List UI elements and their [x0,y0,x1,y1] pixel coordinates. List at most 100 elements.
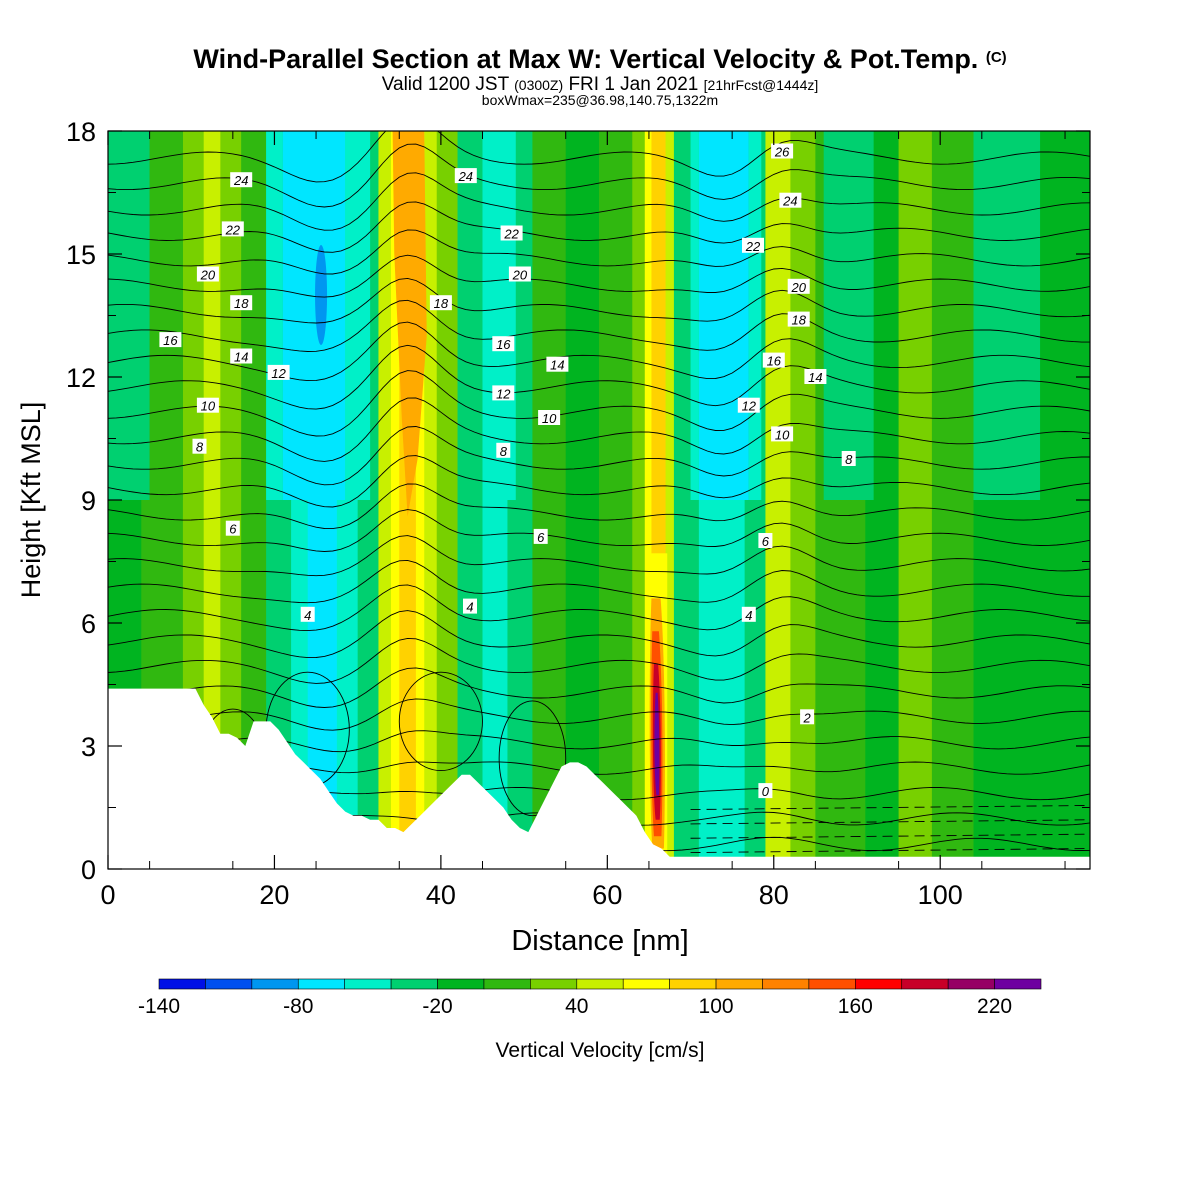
contour-label-box [546,356,569,372]
contour-label-box [771,143,794,159]
colorbar-swatch [855,978,903,990]
contour-label-text: 10 [201,399,216,414]
contour-label-box [508,266,531,282]
contour-label-text: 0 [762,784,770,799]
contour-label-box [787,278,810,294]
contour-label-text: 20 [790,280,806,295]
contour-label-text: 26 [774,145,790,160]
isentrope [108,637,1090,684]
contour-label-box [758,533,773,548]
x-tick-label: 100 [918,880,963,910]
isentrope-dashed [690,833,1090,839]
contour-label-box [500,225,523,241]
contour-label-text: 14 [550,358,564,373]
contour-label: 24 [779,192,802,209]
updraft-core-max [654,692,660,796]
y-tick-label: 18 [66,117,96,147]
colorbar-swatch [205,978,253,990]
contour-label: 26 [771,143,794,160]
contour-label-box [196,397,219,413]
velocity-band-upper [149,131,183,500]
colorbar-swatch [947,978,995,990]
contour-label: 6 [533,528,548,545]
velocity-band [220,131,242,869]
isentrope [108,229,1090,275]
velocity-band [644,131,653,869]
velocity-band-upper [690,131,699,500]
velocity-band [665,131,675,869]
contour-label: 22 [742,237,764,254]
contour-label-box [221,221,244,237]
contour-label: 18 [787,311,810,328]
contour-label: 4 [463,598,477,615]
colorbar-swatch [576,978,624,990]
terrain-mask [108,688,1090,869]
contour-label: 10 [538,410,561,426]
velocity-band [457,131,484,869]
forecast-info: [21hrFcst@1444z] [703,77,819,93]
colorbar-tick-label: 160 [838,995,873,1018]
contour-label-text: 6 [762,534,770,549]
contour-label: 14 [546,356,569,373]
y-tick-label: 0 [81,855,96,885]
contour-label-text: 24 [782,194,797,209]
isentrope [108,131,1090,183]
contour-label: 16 [492,336,515,352]
isentrope [108,455,1090,508]
velocity-band [182,131,205,869]
contour-label-text: 8 [196,440,204,455]
contour-label-box [742,237,764,253]
contour-label-text: 10 [542,411,557,426]
contour-label-text: 20 [512,268,528,283]
contour-label-text: 18 [234,296,249,311]
colorbar-swatch [158,978,206,990]
velocity-band [565,131,600,869]
isentrope [108,344,1090,410]
contour-label: 8 [496,442,511,459]
contour-label-text: 22 [503,227,519,242]
contour-label-text: 12 [271,366,286,381]
colorbar-swatch [762,978,810,990]
contour-label: 14 [804,369,827,385]
contour-label-box [300,606,315,622]
contour-label-box [192,438,207,454]
x-tick-label: 40 [426,880,456,910]
colorbar-label: Vertical Velocity [cm/s] [496,1039,705,1062]
updraft-core-upper [392,131,427,517]
contour-label: 20 [196,266,219,283]
contour-label: 12 [492,385,515,401]
contour-label: 14 [230,348,253,365]
chart-subtitle: Valid 1200 JST (0300Z) FRI 1 Jan 2021 [2… [0,74,1200,96]
contour-label: 8 [192,438,207,455]
velocity-band-upper [345,131,371,500]
contour-label: 8 [841,451,856,467]
contour-label: 24 [454,168,477,184]
x-tick-label: 20 [259,880,289,910]
colorbar: -140 -80 -20 40 100 160 220 [138,978,1042,1018]
isentrope [108,172,1090,231]
x-tick-label: 0 [100,880,115,910]
contour-label-box [429,295,452,311]
contour-label: 0 [758,783,773,799]
contour-label-box [758,783,773,799]
isentrope-closed [398,671,483,772]
contour-label-text: 4 [466,600,473,615]
contour-label: 12 [737,397,760,414]
isentrope [108,667,1090,708]
colorbar-swatch [994,978,1042,990]
contour-label-text: 10 [775,427,790,442]
colorbar-swatch [622,978,670,990]
contour-label-text: 8 [500,444,508,459]
isentrope [108,143,1090,208]
contour-label-text: 14 [234,350,248,365]
chart-title: Wind-Parallel Section at Max W: Vertical… [0,44,1200,75]
contour-label-text: 6 [229,522,237,537]
isentrope [108,610,1090,659]
velocity-band [436,131,459,869]
contour-label-box [159,332,182,348]
contour-label-box [463,598,477,614]
isentrope-dashed [690,805,1090,810]
contour-label: 4 [300,606,315,623]
contour-label-box [454,168,477,184]
velocity-band-upper [266,131,283,500]
